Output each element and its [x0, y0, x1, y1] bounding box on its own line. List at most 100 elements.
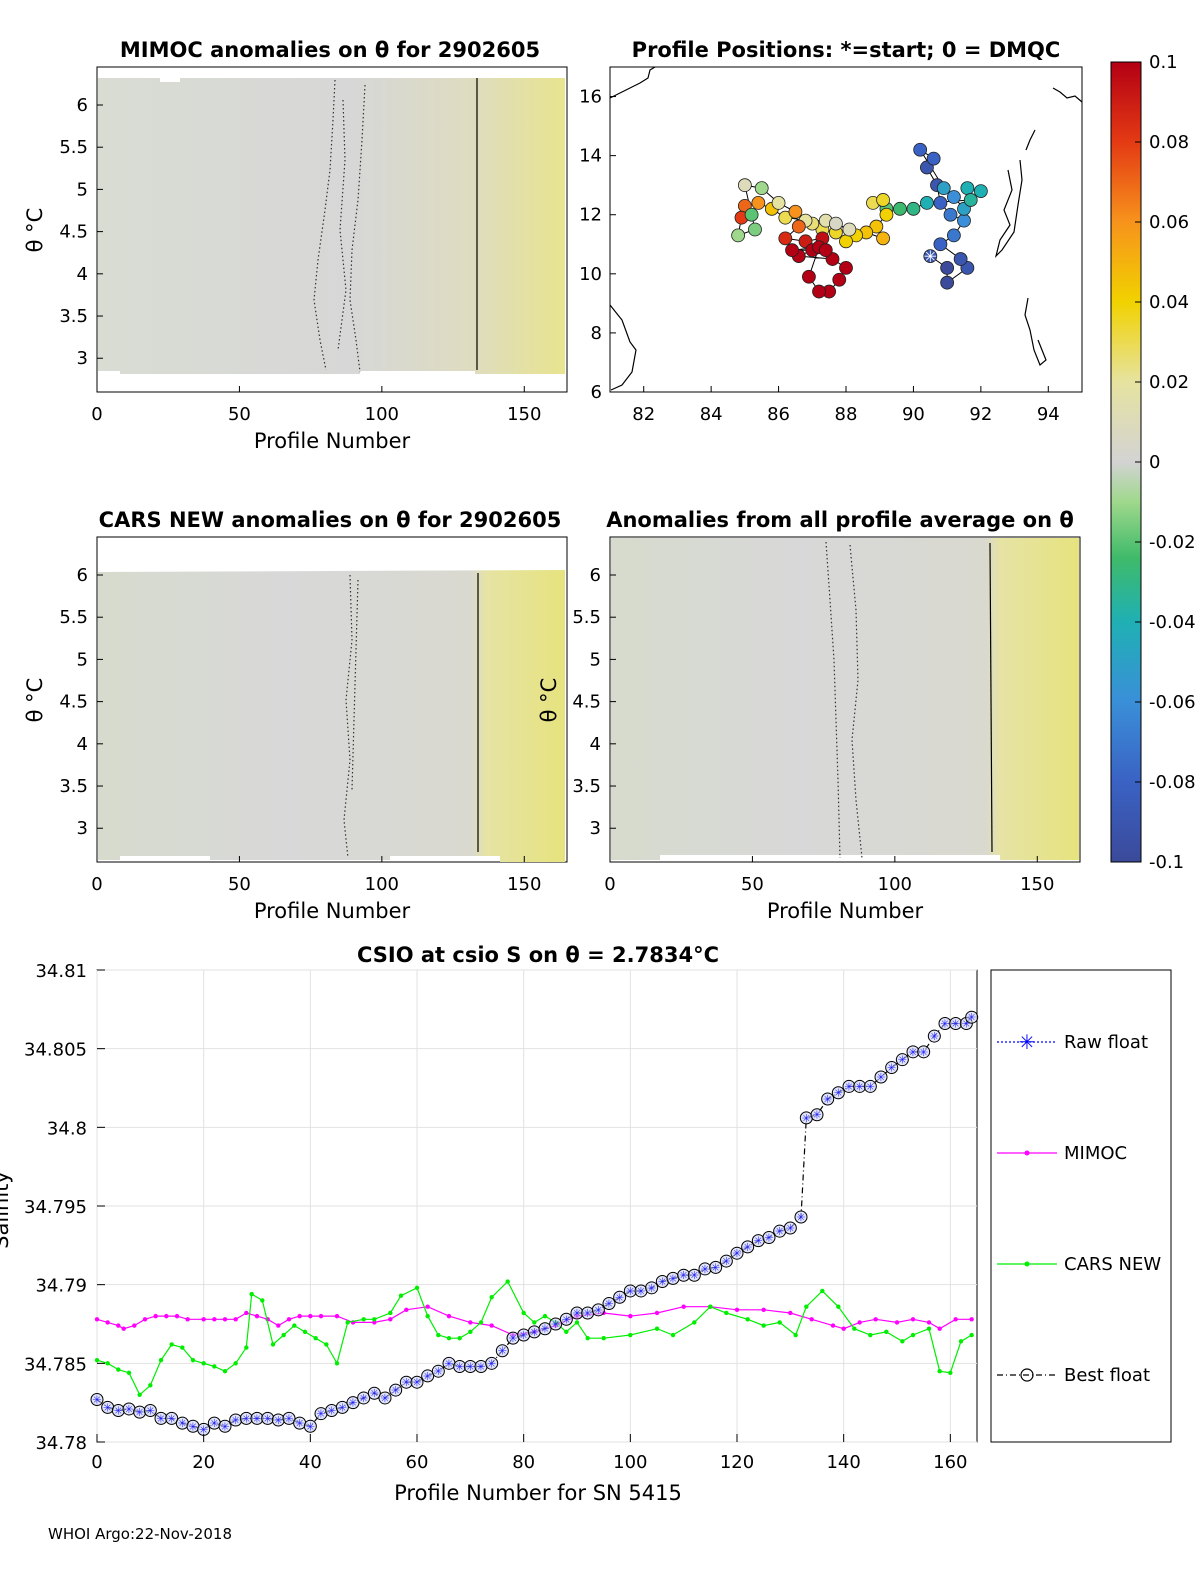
series-point-cars-new: [884, 1329, 889, 1335]
y-tick-label: 3.5: [572, 776, 601, 797]
colorbar-tick-label: -0.02: [1149, 532, 1196, 553]
x-tick-label: 50: [741, 874, 764, 895]
series-point-mimoc: [286, 1317, 292, 1322]
y-tick-label: 34.785: [24, 1354, 87, 1375]
raw-float-point: ✳: [466, 1360, 475, 1373]
best-float-point: [965, 1010, 979, 1024]
raw-float-point: ✳: [370, 1387, 379, 1400]
coastline: [609, 66, 656, 99]
y-tick-label: 4.5: [572, 692, 601, 713]
x-tick-label: 150: [1020, 874, 1054, 895]
raw-float-point: ✳: [658, 1276, 667, 1289]
series-point-mimoc: [297, 1313, 302, 1319]
profile-position-point: [876, 193, 890, 207]
x-tick-label: 60: [406, 1452, 429, 1473]
csio-ylabel: Salinity: [0, 1171, 13, 1249]
legend-box: [990, 969, 1172, 1443]
series-point-cars-new: [958, 1339, 964, 1344]
profile-position-point: [957, 213, 971, 228]
mimoc-title: MIMOC anomalies on θ for 2902605: [120, 38, 540, 62]
y-tick-label: 5: [590, 649, 601, 670]
y-tick-label: 4: [590, 734, 601, 755]
colorbar-tick-label: -0.06: [1149, 692, 1196, 713]
best-float-point: [821, 1092, 835, 1106]
raw-float-point: ✳: [444, 1357, 453, 1370]
series-point-mimoc: [681, 1304, 686, 1309]
allavg-y-ticks: 6 5.5 5 4.5 4 3.5 3: [572, 565, 616, 839]
raw-float-point: ✳: [178, 1417, 187, 1430]
profile-position-point: [893, 201, 907, 216]
x-tick-label: 160: [933, 1452, 967, 1473]
raw-float-point: ✳: [690, 1269, 699, 1282]
cars-xlabel: Profile Number: [254, 899, 411, 923]
best-float-point: [831, 1086, 845, 1100]
series-point-cars-new: [692, 1320, 697, 1325]
y-tick-label: 4: [77, 264, 88, 285]
best-float-point: [357, 1391, 371, 1405]
series-point-cars-new: [574, 1320, 580, 1325]
series-point-cars-new: [601, 1335, 606, 1341]
series-point-mimoc: [318, 1313, 324, 1319]
series-point-mimoc: [244, 1310, 249, 1316]
colorbar-tick-label: 0.04: [1149, 292, 1189, 313]
series-point-cars-new: [804, 1304, 809, 1309]
raw-float-point: ✳: [423, 1370, 432, 1383]
series-point-mimoc: [404, 1307, 409, 1313]
footer-credit: WHOI Argo:22-Nov-2018: [48, 1525, 232, 1543]
allavg-x-ticks: 0 50 100 150: [604, 856, 1054, 895]
raw-float-point: ✳: [636, 1285, 645, 1298]
raw-float-point: ✳: [887, 1062, 896, 1075]
raw-float-point: ✳: [412, 1376, 421, 1389]
series-point-cars-new: [585, 1335, 590, 1341]
raw-float-point: ✳: [220, 1420, 229, 1433]
raw-float-point: ✳: [242, 1412, 251, 1425]
series-point-cars-new: [201, 1361, 206, 1366]
series-point-mimoc: [628, 1313, 633, 1319]
profile-position-point: [785, 243, 799, 258]
raw-float-point: ✳: [898, 1054, 907, 1067]
raw-float-point: ✳: [583, 1307, 592, 1320]
raw-float-point: ✳: [519, 1329, 528, 1342]
raw-float-point: ✳: [252, 1412, 261, 1425]
profile-position-point: [936, 181, 951, 196]
x-tick-label: 0: [91, 1452, 102, 1473]
panel-mimoc: MIMOC anomalies on θ for 2902605 6 5.5 5 4.…: [23, 38, 568, 453]
best-float-point: [495, 1344, 509, 1358]
x-tick-label: 120: [720, 1452, 754, 1473]
series-point-cars-new: [105, 1361, 110, 1366]
profile-position-point: [960, 181, 975, 196]
coastline: [1052, 87, 1083, 103]
series-point-mimoc: [388, 1317, 393, 1322]
raw-float-point: ✳: [796, 1211, 805, 1224]
raw-float-point: ✳: [722, 1255, 731, 1268]
series-point-mimoc: [857, 1320, 862, 1325]
y-tick-label: 4.5: [59, 222, 88, 243]
series-point-mimoc: [910, 1317, 916, 1322]
best-float-point: [559, 1312, 573, 1326]
x-tick-label: 84: [700, 404, 723, 425]
profile-position-point: [839, 261, 853, 275]
raw-float-point: ✳: [812, 1109, 821, 1122]
profile-position-point: [731, 228, 746, 243]
profile-position-point: [828, 216, 843, 231]
colorbar-tick-label: -0.08: [1149, 772, 1196, 793]
series-point-cars-new: [137, 1392, 142, 1398]
positions-x-ticks: 82 84 86 88 90 92 94: [632, 386, 1060, 425]
best-float-point: [282, 1411, 296, 1425]
best-float-point: [165, 1411, 179, 1425]
csio-grid: [96, 969, 977, 1443]
y-tick-label: 3.5: [59, 776, 88, 797]
panel-allavg: Anomalies from all profile average on θ …: [537, 508, 1081, 923]
allavg-title: Anomalies from all profile average on θ: [606, 508, 1074, 532]
mimoc-anomaly-field: [98, 78, 565, 374]
best-float-point: [874, 1070, 888, 1084]
y-tick-label: 3: [590, 818, 601, 839]
series-point-mimoc: [654, 1310, 660, 1316]
legend-raw-label: Raw float: [1064, 1032, 1148, 1053]
raw-float-point: ✳: [967, 1011, 976, 1024]
series-point-cars-new: [345, 1320, 350, 1325]
raw-float-point: ✳: [530, 1326, 539, 1339]
cars-anomaly-field: [98, 570, 565, 862]
x-tick-label: 40: [299, 1452, 322, 1473]
